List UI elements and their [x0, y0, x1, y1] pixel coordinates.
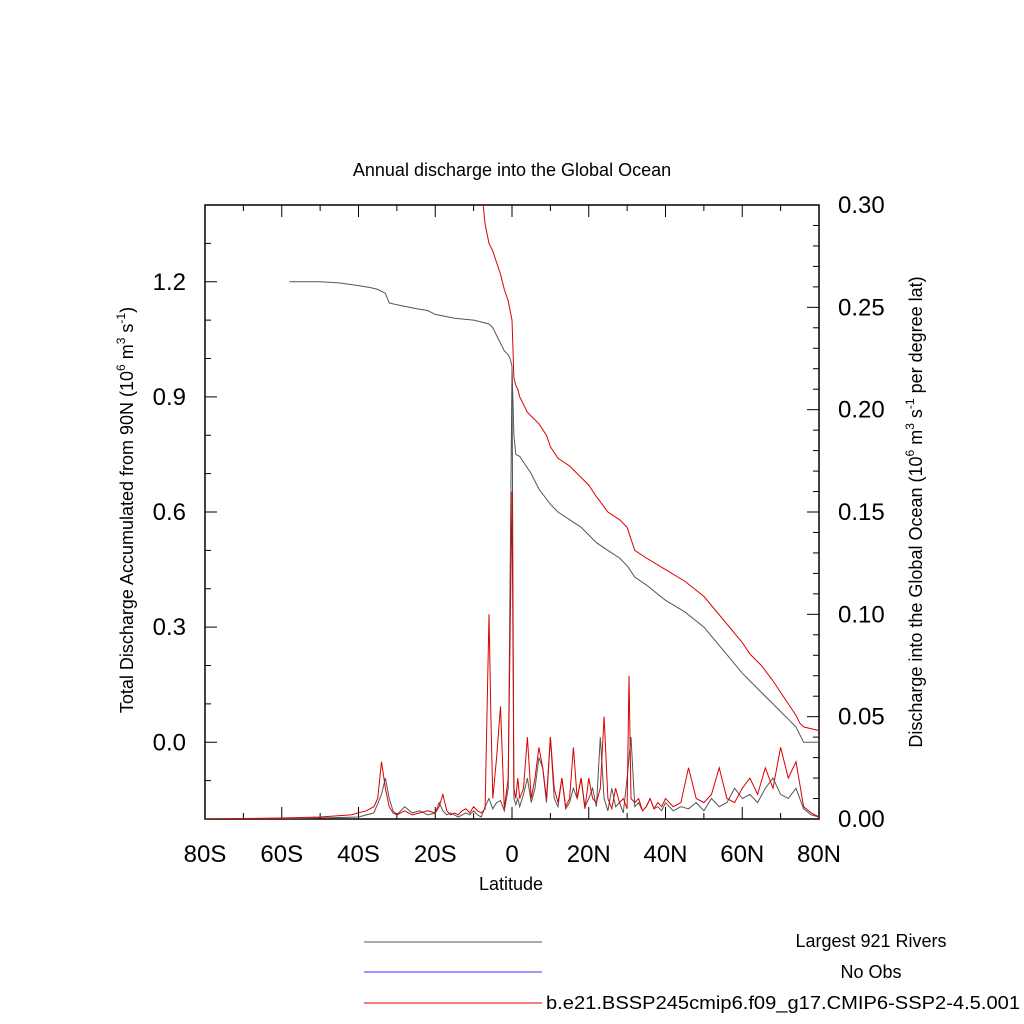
x-tick-label: 60N [720, 841, 764, 868]
y-left-tick-label: 0.0 [153, 729, 186, 756]
y-axis-right-label: Discharge into the Global Ocean (106 m3 … [903, 276, 926, 747]
chart-title: Annual discharge into the Global Ocean [353, 160, 671, 180]
y-right-tick-label: 0.00 [838, 806, 885, 833]
y-right-label-mid2: s [906, 409, 926, 423]
x-tick-label: 80S [184, 841, 227, 868]
legend: Largest 921 Rivers No Obs b.e21.BSSP245c… [364, 931, 1020, 1014]
y-left-label-mid2: s [117, 324, 137, 338]
y-left-tick-label: 0.6 [153, 499, 186, 526]
per-degree-series-line-1 [205, 491, 819, 819]
y-right-tick-label: 0.10 [838, 601, 885, 628]
x-tick-label: 20N [567, 841, 611, 868]
y-left-label-sup1: 6 [114, 364, 128, 371]
x-axis-label: Latitude [479, 874, 543, 894]
y-right-tick-label: 0.15 [838, 499, 885, 526]
y-right-tick-label: 0.30 [838, 192, 885, 219]
y-right-tick-label: 0.05 [838, 704, 885, 731]
accumulated-series-line-2 [482, 205, 819, 732]
plot-area: 80S 60S 40S 20S 0 20N 40N 60N 80N 0.0 0.3 0.6 0.9 1.2… [153, 192, 885, 868]
y-right-label-sup2: 3 [903, 423, 917, 430]
y-left-tick-label: 1.2 [153, 269, 186, 296]
x-tick-label: 80N [797, 841, 841, 868]
x-tick-label: 40N [643, 841, 687, 868]
y-left-label-mid: m [117, 344, 137, 364]
y-axis-left-label: Total Discharge Accumulated from 90N (10… [114, 307, 137, 713]
accumulated-series-line-0 [289, 281, 819, 743]
x-tick-label: 20S [414, 841, 457, 868]
per-degree-series-line-0 [205, 368, 819, 819]
legend-label-largest-rivers: Largest 921 Rivers [795, 931, 946, 951]
x-tick-label: 60S [260, 841, 303, 868]
y-left-label-sup2: 3 [114, 337, 128, 344]
x-tick-label: 40S [337, 841, 380, 868]
y-right-label-end: per degree lat) [906, 276, 926, 398]
y-right-tick-label: 0.20 [838, 397, 885, 424]
y-left-label-main: Total Discharge Accumulated from 90N (10 [117, 371, 137, 713]
y-right-tick-label: 0.25 [838, 294, 885, 321]
y-right-label-main: Discharge into the Global Ocean (10 [906, 456, 926, 747]
y-right-label-sup3: -1 [903, 398, 917, 409]
legend-label-model-run: b.e21.BSSP245cmip6.f09_g17.CMIP6-SSP2-4.… [546, 993, 1020, 1014]
y-left-tick-label: 0.9 [153, 384, 186, 411]
y-left-label-end: ) [117, 307, 137, 313]
y-right-label-mid: m [906, 430, 926, 450]
x-tick-label: 0 [505, 841, 518, 868]
y-right-label-sup1: 6 [903, 449, 917, 456]
y-left-tick-label: 0.3 [153, 614, 186, 641]
y-left-label-sup3: -1 [114, 313, 128, 324]
legend-label-no-obs: No Obs [840, 962, 901, 982]
